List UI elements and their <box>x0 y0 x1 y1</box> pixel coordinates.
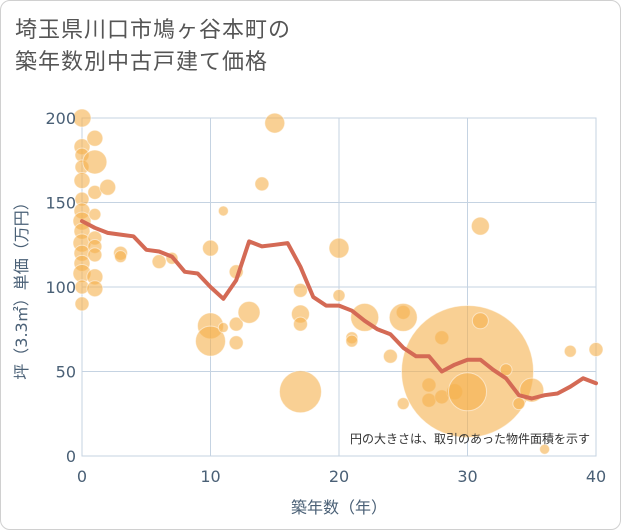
bubble-point <box>448 372 487 412</box>
size-note: 円の大きさは、取引のあった物件面積を示す <box>350 431 590 446</box>
bubble-point <box>512 397 526 411</box>
bubble-point <box>195 325 226 357</box>
x-tick-label: 0 <box>77 467 87 486</box>
bubble-point <box>217 322 229 334</box>
x-tick-label: 40 <box>586 467 606 486</box>
bubble-point <box>151 254 167 270</box>
bubble-point <box>499 363 513 377</box>
bubble-point <box>86 129 104 147</box>
bubble-point <box>588 342 604 358</box>
chart-title: 埼玉県川口市鳩ヶ谷本町の 築年数別中古戸建て価格 <box>15 15 291 79</box>
bubble-point <box>82 149 108 175</box>
bubble-point <box>292 282 308 298</box>
bubble-point <box>471 312 489 330</box>
bubble-point <box>254 176 270 192</box>
chart-title-line2: 築年数別中古戸建て価格 <box>15 50 269 75</box>
trend-line-group <box>80 219 598 401</box>
bubble-point <box>382 348 398 364</box>
y-axis-label: 坪（3.3㎡）単価（万円） <box>12 194 31 379</box>
x-axis-label: 築年数（年） <box>291 498 387 517</box>
y-tick-label: 100 <box>45 278 76 297</box>
bubble-point <box>278 370 322 414</box>
bubble-point <box>539 443 551 455</box>
trend-line <box>80 219 598 401</box>
bubble-point <box>114 250 128 264</box>
y-tick-label: 50 <box>56 363 76 382</box>
bubble-point <box>332 288 346 302</box>
bubble-point <box>88 207 102 221</box>
bubble-point <box>396 397 410 411</box>
bubble-point <box>228 316 244 332</box>
bubble-point <box>217 205 229 217</box>
bubble-point <box>401 305 534 438</box>
bubble-series <box>72 108 604 455</box>
y-tick-labels: 0 50 100 150 200 <box>45 109 76 466</box>
bubble-point <box>563 344 577 358</box>
bubble-point <box>86 280 104 298</box>
bubble-point <box>74 296 90 312</box>
chart-title-line1: 埼玉県川口市鳩ヶ谷本町の <box>15 18 292 43</box>
bubble-point <box>292 316 308 332</box>
y-tick-label: 200 <box>45 109 76 128</box>
bubble-point <box>470 216 490 236</box>
x-tick-label: 20 <box>329 467 349 486</box>
x-tick-labels: 0 10 20 30 40 <box>77 467 606 486</box>
bubble-point <box>328 237 350 259</box>
bubble-point <box>228 335 244 351</box>
x-tick-label: 30 <box>457 467 477 486</box>
bubble-point <box>99 178 117 196</box>
bubble-point <box>72 108 92 128</box>
y-tick-label: 150 <box>45 194 76 213</box>
x-tick-label: 10 <box>200 467 220 486</box>
bubble-point <box>202 239 219 257</box>
bubble-point <box>264 112 286 134</box>
bubble-point <box>345 334 359 348</box>
bubble-point <box>388 302 418 332</box>
y-tick-label: 0 <box>66 447 76 466</box>
bubble-point <box>237 300 261 324</box>
bubble-point <box>73 172 91 190</box>
bubble-point <box>87 247 103 263</box>
